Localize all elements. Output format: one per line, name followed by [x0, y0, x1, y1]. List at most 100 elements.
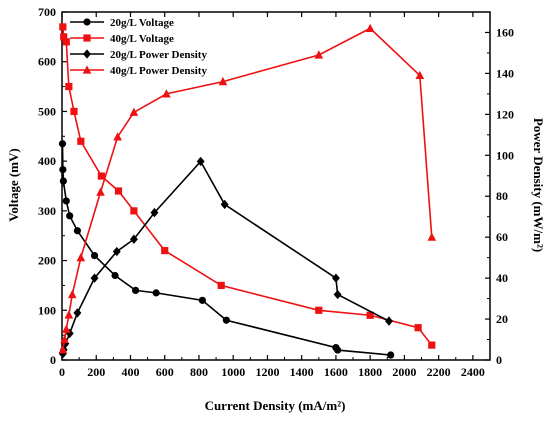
data-point	[198, 296, 206, 304]
data-point	[129, 107, 139, 116]
x-axis-label: Current Density (mA/m²)	[205, 398, 346, 413]
legend-label: 20g/L Power Density	[110, 49, 207, 61]
data-point	[59, 165, 67, 174]
data-point	[60, 33, 68, 41]
data-point	[62, 38, 70, 46]
x-tick-label: 400	[121, 365, 139, 379]
y-axis-label-right: Power Density (mW/m²)	[531, 118, 546, 252]
y-left-tick-label: 300	[38, 204, 56, 218]
y-left-tick-label: 700	[38, 5, 56, 19]
data-point	[66, 212, 74, 220]
data-point	[366, 311, 374, 319]
legend-item-0: 20g/L Voltage	[70, 17, 174, 29]
data-point	[217, 281, 225, 290]
series-3	[58, 23, 437, 354]
x-tick-label: 2400	[461, 365, 485, 379]
x-tick-label: 800	[190, 365, 208, 379]
data-point	[73, 227, 82, 235]
data-point	[58, 345, 68, 354]
data-point	[97, 172, 105, 180]
data-point	[62, 197, 70, 205]
data-point	[114, 187, 123, 195]
y-left-tick-label: 200	[38, 254, 56, 268]
y-right-tick-label: 0	[496, 353, 502, 367]
data-point	[59, 177, 67, 185]
x-tick-label: 0	[59, 365, 65, 379]
y-left-tick-label: 0	[50, 353, 56, 367]
legend-marker	[82, 65, 92, 74]
y-axis-label-left: Voltage (mV)	[6, 148, 21, 222]
x-tick-label: 1200	[255, 365, 279, 379]
y-right-tick-label: 20	[496, 312, 508, 326]
y-right-tick-label: 140	[496, 66, 514, 80]
x-tick-label: 1000	[221, 365, 245, 379]
legend-label: 40g/L Power Density	[110, 65, 207, 77]
legend-label: 40g/L Voltage	[110, 33, 174, 45]
data-point	[365, 23, 375, 32]
data-point	[196, 156, 205, 167]
y-left-tick-label: 500	[38, 104, 56, 118]
x-tick-label: 1600	[324, 365, 348, 379]
legend-item-1: 40g/L Voltage	[70, 33, 174, 45]
data-point	[152, 289, 160, 297]
data-point	[130, 207, 138, 215]
x-tick-label: 1800	[358, 365, 382, 379]
data-point	[428, 341, 436, 349]
data-point	[67, 289, 77, 299]
x-tick-label: 2200	[427, 365, 451, 379]
legend-item-3: 40g/L Power Density	[70, 65, 207, 77]
series-0	[58, 140, 395, 359]
data-point	[59, 23, 67, 31]
data-point	[90, 252, 99, 260]
data-point	[314, 50, 324, 59]
data-point	[385, 316, 393, 326]
data-point	[64, 310, 74, 319]
data-point	[65, 328, 74, 339]
data-point	[315, 306, 323, 314]
y-right-tick-label: 100	[496, 148, 514, 162]
data-point	[70, 107, 78, 116]
data-point	[161, 247, 169, 255]
y-right-tick-label: 60	[496, 230, 508, 244]
data-point	[331, 273, 340, 283]
x-tick-label: 2000	[392, 365, 416, 379]
data-point	[162, 89, 171, 98]
data-point	[387, 351, 395, 359]
axes: 0 200 400 600 800 1000 1200 1400 1600 1800 2000 220…	[38, 5, 514, 379]
data-point	[77, 137, 85, 145]
data-point	[132, 286, 140, 294]
data-point	[113, 132, 122, 141]
data-point	[73, 308, 82, 318]
legend-marker	[83, 18, 91, 26]
y-right-tick-label: 160	[496, 25, 514, 39]
data-point	[334, 346, 342, 354]
x-tick-label: 1400	[290, 365, 314, 379]
series-1	[59, 23, 436, 349]
data-point	[218, 76, 228, 86]
data-point	[129, 234, 138, 244]
series-line	[62, 160, 390, 355]
data-point	[96, 187, 105, 196]
y-left-tick-label: 600	[38, 55, 56, 69]
data-point	[61, 324, 71, 333]
legend: 20g/L Voltage 40g/L Voltage 20g/L Power De…	[70, 17, 207, 77]
legend-label: 20g/L Voltage	[110, 17, 174, 29]
legend-item-2: 20g/L Power Density	[70, 49, 207, 61]
y-right-tick-label: 40	[496, 271, 508, 285]
data-point	[60, 334, 69, 344]
series-layer	[58, 23, 437, 359]
data-point	[150, 207, 159, 218]
y-right-tick-label: 120	[496, 107, 514, 121]
x-tick-label: 200	[87, 365, 105, 379]
data-point	[427, 232, 437, 241]
data-point	[112, 246, 121, 257]
data-point	[414, 324, 422, 332]
series-2	[58, 156, 393, 359]
y-right-tick-label: 80	[496, 189, 508, 203]
data-point	[111, 271, 119, 280]
x-tick-label: 600	[156, 365, 174, 379]
data-point	[415, 70, 425, 80]
data-point	[76, 252, 86, 262]
legend-marker	[83, 49, 91, 59]
